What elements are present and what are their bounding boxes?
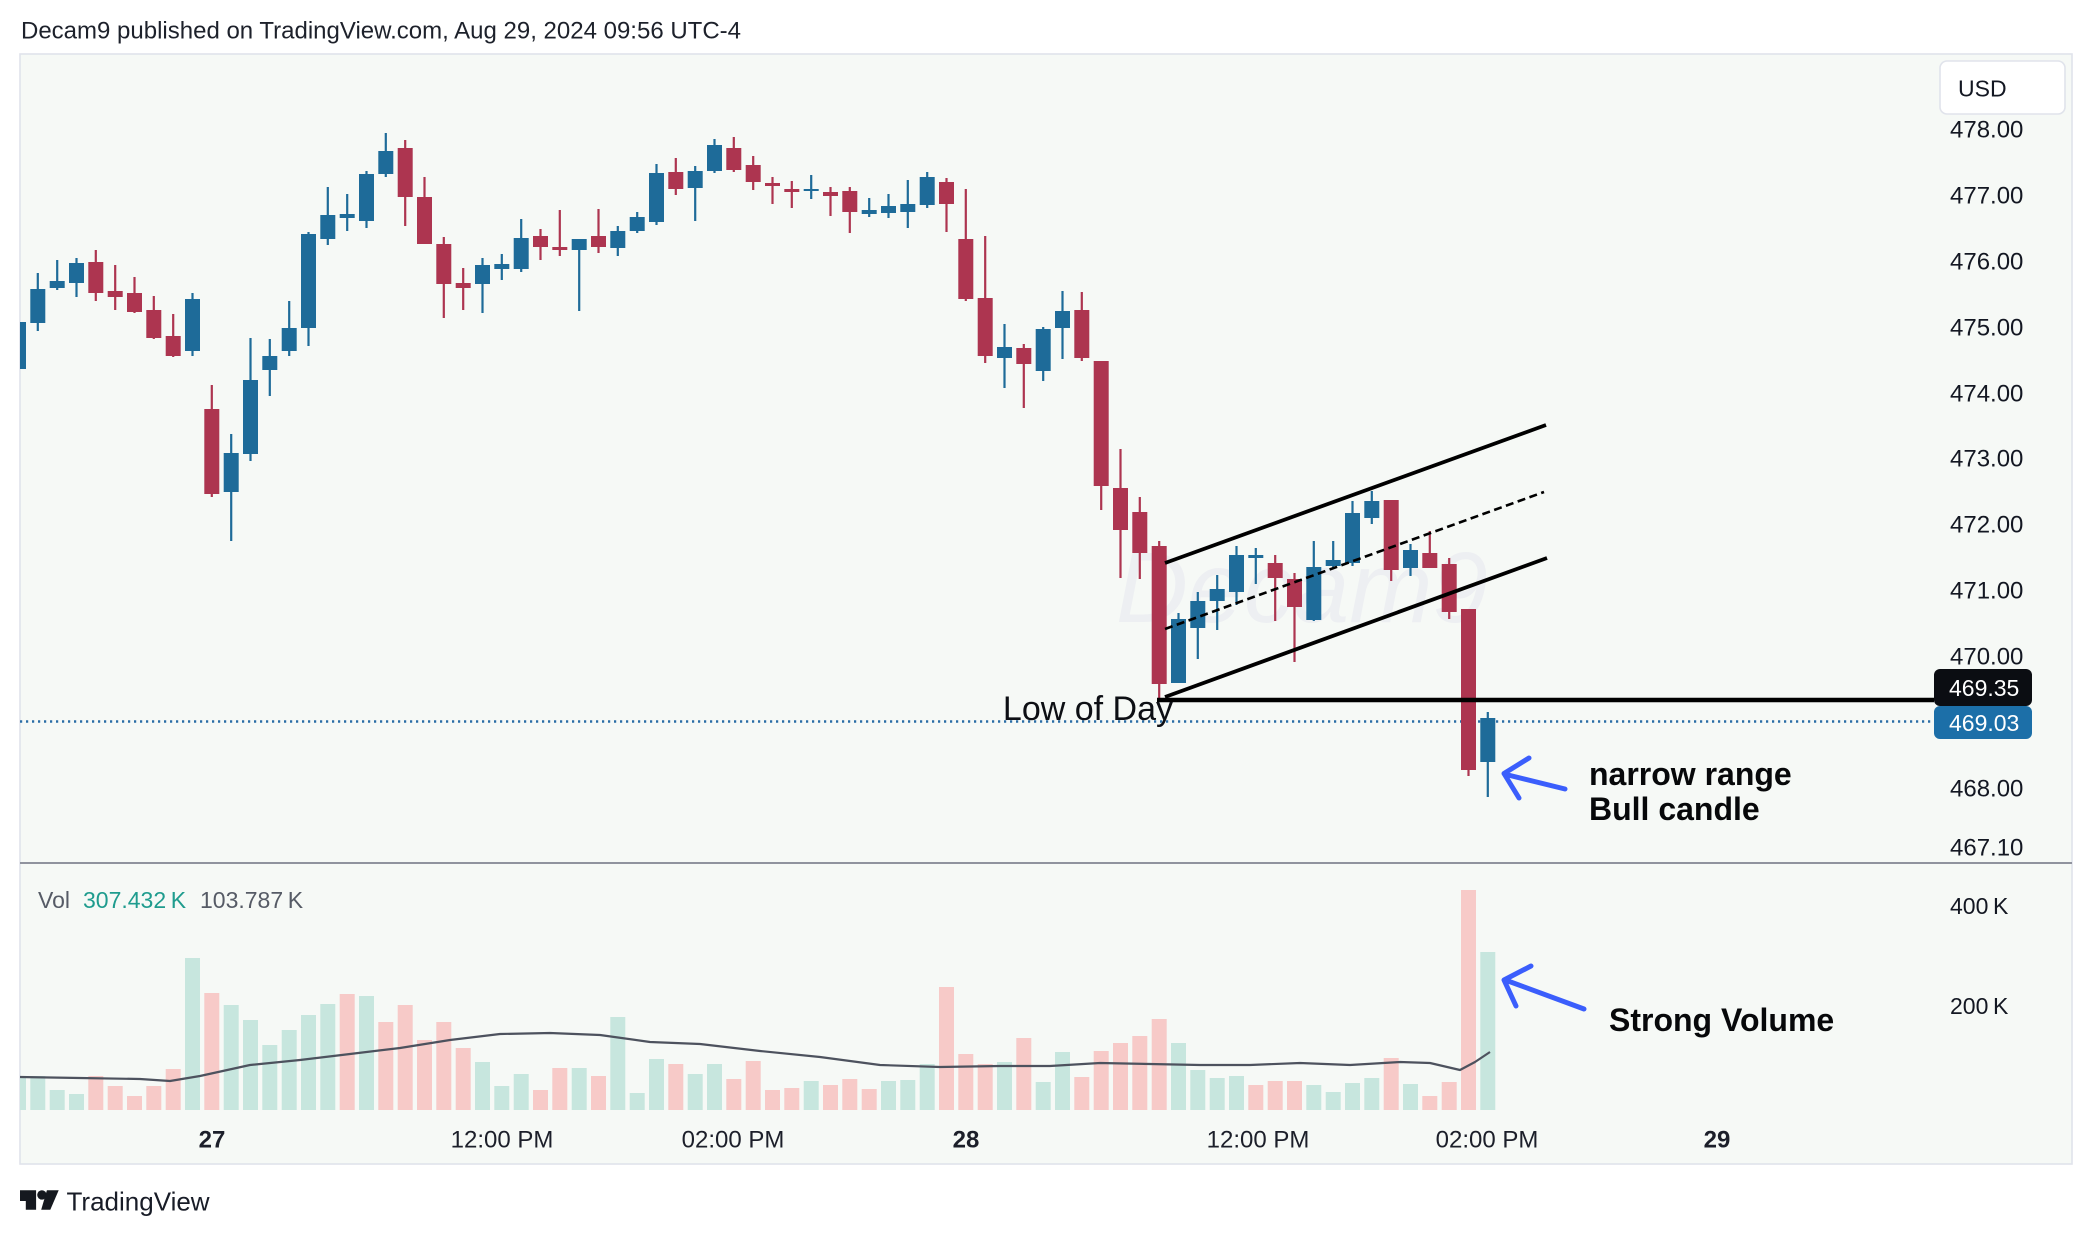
svg-text:473.00: 473.00 <box>1950 446 2023 473</box>
svg-text:477.00: 477.00 <box>1950 183 2023 210</box>
svg-text:474.00: 474.00 <box>1950 381 2023 408</box>
svg-text:470.00: 470.00 <box>1950 644 2023 671</box>
svg-text:475.00: 475.00 <box>1950 315 2023 342</box>
svg-text:476.00: 476.00 <box>1950 249 2023 276</box>
svg-text:103.787 K: 103.787 K <box>200 887 304 913</box>
svg-text:Vol: Vol <box>38 887 70 913</box>
svg-text:Bull candle: Bull candle <box>1589 791 1760 827</box>
svg-text:02:00 PM: 02:00 PM <box>682 1127 785 1154</box>
svg-text:200 K: 200 K <box>1950 993 2009 1019</box>
svg-text:469.35: 469.35 <box>1949 675 2019 701</box>
svg-text:12:00 PM: 12:00 PM <box>451 1127 554 1154</box>
svg-text:TradingView: TradingView <box>67 1187 210 1217</box>
svg-text:Low of Day: Low of Day <box>1003 690 1173 728</box>
svg-text:USD: USD <box>1958 76 2007 102</box>
svg-text:27: 27 <box>199 1127 226 1154</box>
svg-text:12:00 PM: 12:00 PM <box>1207 1127 1310 1154</box>
svg-text:28: 28 <box>953 1127 980 1154</box>
svg-text:Strong Volume: Strong Volume <box>1609 1002 1834 1038</box>
svg-text:469.03: 469.03 <box>1949 710 2019 736</box>
svg-text:29: 29 <box>1704 1127 1731 1154</box>
svg-text:narrow range: narrow range <box>1589 756 1792 792</box>
svg-text:467.10: 467.10 <box>1950 835 2023 862</box>
svg-text:478.00: 478.00 <box>1950 117 2023 144</box>
svg-text:Decam9 published on TradingVie: Decam9 published on TradingView.com, Aug… <box>21 18 741 45</box>
svg-text:400 K: 400 K <box>1950 893 2009 919</box>
svg-text:307.432 K: 307.432 K <box>83 887 187 913</box>
svg-text:472.00: 472.00 <box>1950 512 2023 539</box>
svg-text:468.00: 468.00 <box>1950 776 2023 803</box>
svg-text:471.00: 471.00 <box>1950 578 2023 605</box>
svg-text:02:00 PM: 02:00 PM <box>1436 1127 1539 1154</box>
